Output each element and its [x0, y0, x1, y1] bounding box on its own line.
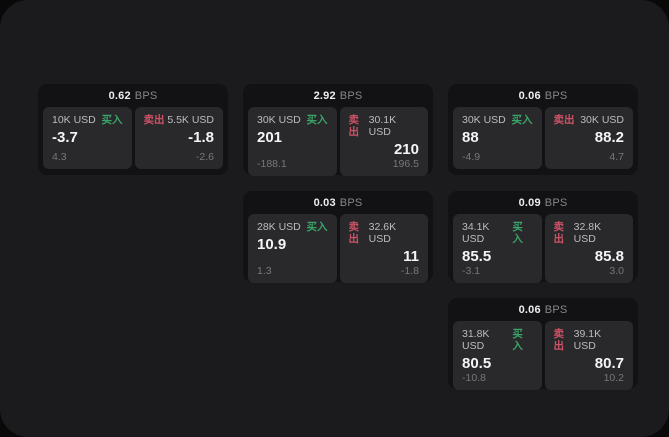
- sell-change: -2.6: [195, 151, 214, 163]
- sell-amount: 32.8K USD: [573, 221, 602, 245]
- sell-price: 210: [393, 141, 419, 158]
- buy-side-label: 买入: [101, 114, 123, 126]
- quote-card: 0.06 BPS 30K USD 买入 88 -4.9 卖出 30K USD: [448, 84, 638, 175]
- sell-side-label: 卖出: [348, 114, 360, 138]
- sell-side-label: 卖出: [553, 328, 565, 352]
- card-header: 0.03 BPS: [243, 191, 433, 214]
- card-header: 0.06 BPS: [448, 84, 638, 107]
- buy-side-label: 买入: [512, 221, 523, 245]
- bps-value: 0.62: [108, 89, 131, 102]
- buy-side-label: 买入: [306, 221, 328, 233]
- bps-value: 0.06: [518, 89, 541, 102]
- sell-amount: 30K USD: [580, 114, 624, 126]
- sell-price: -1.8: [188, 129, 214, 146]
- sell-panel[interactable]: 卖出 39.1K USD 80.7 10.2: [544, 321, 633, 390]
- bps-value: 0.06: [518, 303, 541, 316]
- sell-change: 4.7: [609, 151, 624, 163]
- buy-change: -188.1: [257, 158, 287, 170]
- sell-change: 10.2: [603, 372, 624, 384]
- sell-panel[interactable]: 卖出 30K USD 88.2 4.7: [544, 107, 633, 169]
- sell-change: 3.0: [609, 265, 624, 277]
- sell-price: 88.2: [594, 129, 624, 146]
- buy-change: 1.3: [257, 265, 272, 277]
- sell-change: 196.5: [392, 158, 419, 170]
- card-header: 0.62 BPS: [38, 84, 228, 107]
- bps-unit-label: BPS: [339, 89, 363, 102]
- sell-panel[interactable]: 卖出 32.8K USD 85.8 3.0: [544, 214, 633, 283]
- buy-price: -3.7: [52, 129, 78, 146]
- sell-side-label: 卖出: [553, 221, 565, 245]
- buy-price: 85.5: [462, 248, 492, 265]
- bps-unit-label: BPS: [339, 196, 363, 209]
- bps-value: 0.09: [518, 196, 541, 209]
- quote-card: 0.62 BPS 10K USD 买入 -3.7 4.3 卖出 5.5K USD: [38, 84, 228, 175]
- quote-card: 0.06 BPS 31.8K USD 买入 80.5 -10.8 卖出 39.1…: [448, 298, 638, 390]
- buy-panel[interactable]: 30K USD 买入 88 -4.9: [453, 107, 542, 169]
- card-header: 0.09 BPS: [448, 191, 638, 214]
- sell-panel[interactable]: 卖出 32.6K USD 11 -1.8: [339, 214, 428, 283]
- buy-amount: 31.8K USD: [462, 328, 490, 352]
- buy-price: 80.5: [462, 355, 492, 372]
- buy-change: -4.9: [462, 151, 481, 163]
- quote-cards-grid: 0.62 BPS 10K USD 买入 -3.7 4.3 卖出 5.5K USD: [38, 84, 638, 390]
- buy-amount: 30K USD: [462, 114, 506, 126]
- buy-panel[interactable]: 31.8K USD 买入 80.5 -10.8: [453, 321, 542, 390]
- sell-amount: 5.5K USD: [167, 114, 214, 126]
- buy-panel[interactable]: 28K USD 买入 10.9 1.3: [248, 214, 337, 283]
- buy-price: 10.9: [257, 236, 287, 253]
- buy-side-label: 买入: [306, 114, 328, 126]
- sell-panel[interactable]: 卖出 5.5K USD -1.8 -2.6: [134, 107, 223, 169]
- sell-amount: 39.1K USD: [573, 328, 602, 352]
- quote-card: 0.09 BPS 34.1K USD 买入 85.5 -3.1 卖出 32.8K…: [448, 191, 638, 283]
- buy-panel[interactable]: 30K USD 买入 201 -188.1: [248, 107, 337, 176]
- buy-amount: 34.1K USD: [462, 221, 490, 245]
- buy-price: 201: [257, 129, 283, 146]
- buy-side-label: 买入: [511, 114, 533, 126]
- sell-change: -1.8: [400, 265, 419, 277]
- buy-amount: 28K USD: [257, 221, 301, 233]
- sell-price: 11: [403, 248, 419, 265]
- sell-side-label: 卖出: [348, 221, 360, 245]
- card-header: 0.06 BPS: [448, 298, 638, 321]
- bps-unit-label: BPS: [134, 89, 158, 102]
- buy-amount: 30K USD: [257, 114, 301, 126]
- bps-unit-label: BPS: [544, 196, 568, 209]
- sell-amount: 32.6K USD: [368, 221, 397, 245]
- buy-side-label: 买入: [512, 328, 523, 352]
- buy-change: 4.3: [52, 151, 67, 163]
- quote-card: 2.92 BPS 30K USD 买入 201 -188.1 卖出 30.1K …: [243, 84, 433, 176]
- buy-change: -3.1: [462, 265, 481, 277]
- sell-panel[interactable]: 卖出 30.1K USD 210 196.5: [339, 107, 428, 176]
- bps-value: 2.92: [313, 89, 336, 102]
- sell-side-label: 卖出: [553, 114, 575, 126]
- sell-amount: 30.1K USD: [368, 114, 397, 138]
- bps-unit-label: BPS: [544, 89, 568, 102]
- sell-price: 80.7: [594, 355, 624, 372]
- buy-amount: 10K USD: [52, 114, 96, 126]
- buy-panel[interactable]: 10K USD 买入 -3.7 4.3: [43, 107, 132, 169]
- card-header: 2.92 BPS: [243, 84, 433, 107]
- buy-price: 88: [462, 129, 479, 146]
- quote-card: 0.03 BPS 28K USD 买入 10.9 1.3 卖出 32.6K US…: [243, 191, 433, 283]
- bps-unit-label: BPS: [544, 303, 568, 316]
- sell-price: 85.8: [594, 248, 624, 265]
- buy-panel[interactable]: 34.1K USD 买入 85.5 -3.1: [453, 214, 542, 283]
- sell-side-label: 卖出: [143, 114, 165, 126]
- buy-change: -10.8: [462, 372, 486, 384]
- bps-value: 0.03: [313, 196, 336, 209]
